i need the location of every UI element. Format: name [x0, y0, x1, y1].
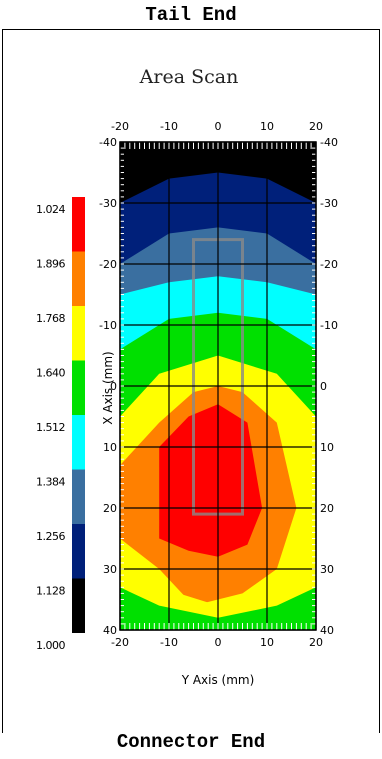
colorbar-level-label: 1.896	[36, 258, 65, 271]
plot-area: -20 -20 -10 -10 0 0 10 10 20 20 -40 -40 -30 -30 -20 -20…	[99, 120, 338, 649]
y-tick-label-right: 30	[320, 563, 334, 576]
x-tick-label-top: 0	[215, 120, 222, 133]
x-tick-label-bottom: -10	[160, 636, 178, 649]
colorbar-swatch-7	[72, 578, 85, 633]
tail-end-label: Tail End	[145, 4, 237, 26]
colorbar-level-label: 1.256	[36, 530, 65, 543]
y-tick-label-left: 30	[103, 563, 117, 576]
colorbar-level-label: 1.384	[36, 476, 65, 489]
y-tick-label-right: 20	[320, 502, 334, 515]
x-tick-label-top: -10	[160, 120, 178, 133]
colorbar: 1.024 1.896 1.768 1.640 1.512 1.384 1.256 1.128…	[36, 197, 85, 652]
colorbar-swatch-5	[72, 469, 85, 524]
chart-frame	[2, 29, 380, 733]
y-tick-label-right: -20	[320, 258, 338, 271]
connector-end-label: Connector End	[116, 731, 266, 753]
x-tick-label-top: -20	[111, 120, 129, 133]
contour-band-7	[159, 404, 263, 557]
y-tick-label-right: -10	[320, 319, 338, 332]
x-tick-label-top: 10	[260, 120, 274, 133]
y-tick-label-right: 10	[320, 441, 334, 454]
y-tick-label-right: 40	[320, 624, 334, 637]
colorbar-level-label: 1.000	[36, 639, 65, 652]
x-tick-label-top: 20	[309, 120, 323, 133]
colorbar-swatch-4	[72, 415, 85, 470]
y-tick-label-left: 10	[103, 441, 117, 454]
y-axis-label: X Axis (mm)	[101, 351, 115, 425]
colorbar-level-label: 1.768	[36, 312, 65, 325]
y-tick-label-left: -30	[99, 197, 117, 210]
colorbar-swatch-1	[72, 251, 85, 306]
x-tick-label-bottom: -20	[111, 636, 129, 649]
colorbar-swatch-3	[72, 360, 85, 415]
plot-border	[119, 141, 317, 631]
y-tick-label-left: -20	[99, 258, 117, 271]
colorbar-swatch-2	[72, 306, 85, 361]
x-tick-label-bottom: 0	[215, 636, 222, 649]
colorbar-swatch-0	[72, 197, 85, 252]
colorbar-level-label: 1.640	[36, 367, 65, 380]
colorbar-level-label: 1.512	[36, 421, 65, 434]
x-axis-label: Y Axis (mm)	[181, 673, 255, 687]
y-tick-label-left: -40	[99, 136, 117, 149]
x-tick-label-bottom: 20	[309, 636, 323, 649]
colorbar-level-label: 1.024	[36, 203, 65, 216]
y-tick-label-right: -40	[320, 136, 338, 149]
y-tick-label-left: 20	[103, 502, 117, 515]
y-tick-label-right: -30	[320, 197, 338, 210]
x-tick-label-bottom: 10	[260, 636, 274, 649]
y-tick-label-left: -10	[99, 319, 117, 332]
y-tick-label-left: 0	[110, 380, 117, 393]
y-tick-label-left: 40	[103, 624, 117, 637]
chart-title: Area Scan	[139, 66, 239, 88]
colorbar-level-label: 1.128	[36, 585, 65, 598]
y-tick-label-right: 0	[320, 380, 327, 393]
colorbar-swatch-6	[72, 524, 85, 579]
